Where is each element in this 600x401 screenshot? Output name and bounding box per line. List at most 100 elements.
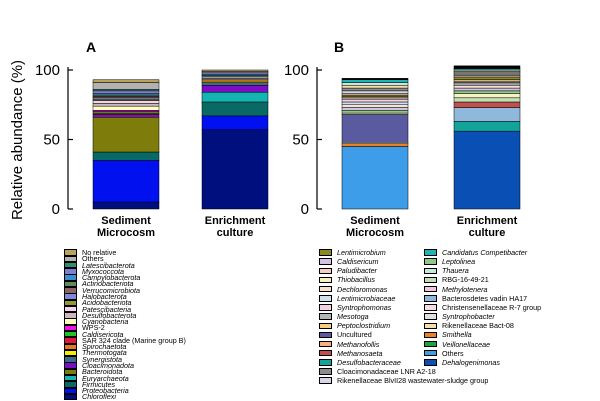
bar-segment xyxy=(341,87,409,92)
legend-swatch xyxy=(64,261,77,269)
legend-label: Caldisericota xyxy=(82,329,124,339)
legend-swatch xyxy=(64,249,77,256)
legend-swatch xyxy=(319,285,332,293)
legend-label: Thauera xyxy=(442,266,469,276)
legend-swatch xyxy=(319,258,332,265)
legend-item: Methylotenera xyxy=(424,285,488,293)
bar-segment xyxy=(92,117,160,153)
legend-swatch xyxy=(424,276,437,284)
x-category-label: Microcosm xyxy=(97,227,155,239)
legend-label: Syntrophobacter xyxy=(442,312,495,322)
x-category-label: Sediment xyxy=(101,215,151,227)
bar-segment xyxy=(341,107,409,111)
legend-swatch xyxy=(319,304,332,311)
bar-segment xyxy=(201,82,269,86)
legend-swatch xyxy=(64,312,77,319)
legend-label: Desulfobacterota xyxy=(82,310,137,320)
legend-item: Methanosaeta xyxy=(319,349,383,357)
legend-item: Actinobacteriota xyxy=(64,280,134,288)
legend-swatch xyxy=(424,267,437,275)
legend-swatch xyxy=(64,362,77,369)
y-tick-label: 50 xyxy=(43,132,60,149)
legend-swatch xyxy=(64,268,77,275)
legend-item: Bacterosdetes vadin HA17 xyxy=(424,295,527,302)
legend-label: Cloacimonadota xyxy=(82,361,134,371)
legend-item: Verrucomicrobiota xyxy=(64,285,141,295)
bar-segment xyxy=(201,129,269,210)
bar-segment xyxy=(201,115,269,131)
legend-swatch xyxy=(64,274,77,281)
x-category-label: Sediment xyxy=(350,215,400,227)
legend-label: Candidatus Competibacter xyxy=(442,248,528,257)
legend-label: Thiobacillus xyxy=(337,275,375,285)
legend-label: Halobacterota xyxy=(82,291,127,301)
bar-segment xyxy=(341,110,409,114)
bar-segment xyxy=(92,90,160,94)
legend-label: Myxococcota xyxy=(82,266,124,276)
bar-segment xyxy=(341,82,409,86)
legend-label: Verrucomicrobiota xyxy=(82,285,141,295)
bar-segment xyxy=(453,101,521,108)
legend-item: Caldisericota xyxy=(64,329,124,339)
legend-swatch xyxy=(319,322,332,330)
legend-label: Lentimicrobiaceae xyxy=(337,293,396,303)
x-category-label: Microcosm xyxy=(346,227,404,239)
bar-segment xyxy=(453,85,521,89)
legend-item: Paludibacter xyxy=(319,267,377,275)
legend-label: Chloroflexi xyxy=(82,392,116,401)
legend-item: Proteobacteria xyxy=(64,387,129,394)
legend-item: Patescibacteria xyxy=(64,305,131,313)
x-category-label: Enrichment xyxy=(457,215,518,227)
legend-swatch xyxy=(424,349,437,357)
legend-label: Cyanobacteria xyxy=(82,317,129,327)
legend-swatch xyxy=(64,287,77,294)
legend-swatch xyxy=(64,293,77,300)
legend-label: SAR 324 clade (Marine group B) xyxy=(82,335,186,345)
bar-segment xyxy=(92,114,160,118)
legend-item: Halobacterota xyxy=(64,293,127,300)
bar-segment xyxy=(341,85,409,89)
legend-label: Veillonellaceae xyxy=(442,339,491,349)
legend-swatch xyxy=(424,295,437,302)
legend-item: Campylobacterota xyxy=(64,274,140,281)
legend-label: Bacterosdetes vadin HA17 xyxy=(442,293,528,303)
legend-item: Dehalogenimonas xyxy=(424,359,500,366)
legend-item: Cyanobacteria xyxy=(64,318,128,325)
legend-swatch xyxy=(424,359,437,366)
legend-label: RBG-16-49-21 xyxy=(442,275,489,285)
legend-label: Syntrophomonas xyxy=(337,302,392,312)
legend-label: Others xyxy=(82,254,104,264)
legend-item: Veillonellaceae xyxy=(424,339,491,349)
legend-item: Mesotoga xyxy=(319,313,369,320)
bar-segment xyxy=(341,98,409,103)
bar-segment xyxy=(453,87,521,92)
legend-swatch xyxy=(319,249,332,256)
y-tick-label: 0 xyxy=(301,201,309,218)
legend-item: Dechloromonas xyxy=(319,285,387,293)
bar-segment xyxy=(453,93,521,99)
legend-item: Acidobacteriota xyxy=(64,299,132,306)
legend-swatch xyxy=(319,331,332,339)
y-axis-label: Relative abundance (%) xyxy=(9,60,26,220)
bar-segment xyxy=(92,201,160,210)
y-tick-label: 50 xyxy=(292,132,309,149)
legend-label: Leptolinea xyxy=(442,257,476,267)
bar-segment xyxy=(341,146,409,210)
legend-item: Syntrophomonas xyxy=(319,304,391,311)
legend-swatch xyxy=(64,368,77,376)
x-category-label: culture xyxy=(217,227,254,239)
bar-segment xyxy=(341,114,409,143)
legend-label: No relative xyxy=(82,248,117,257)
bar-segment xyxy=(92,82,160,90)
legend-swatch xyxy=(319,368,332,375)
bar-segment xyxy=(341,104,409,108)
legend-item: Lentimicrobium xyxy=(319,249,386,256)
legend-item: Chloroflexi xyxy=(64,392,116,401)
legend-swatch xyxy=(64,387,77,394)
legend-swatch xyxy=(64,318,77,325)
legend-swatch xyxy=(319,295,332,302)
legend-swatch xyxy=(424,258,437,265)
legend-swatch xyxy=(424,331,437,339)
